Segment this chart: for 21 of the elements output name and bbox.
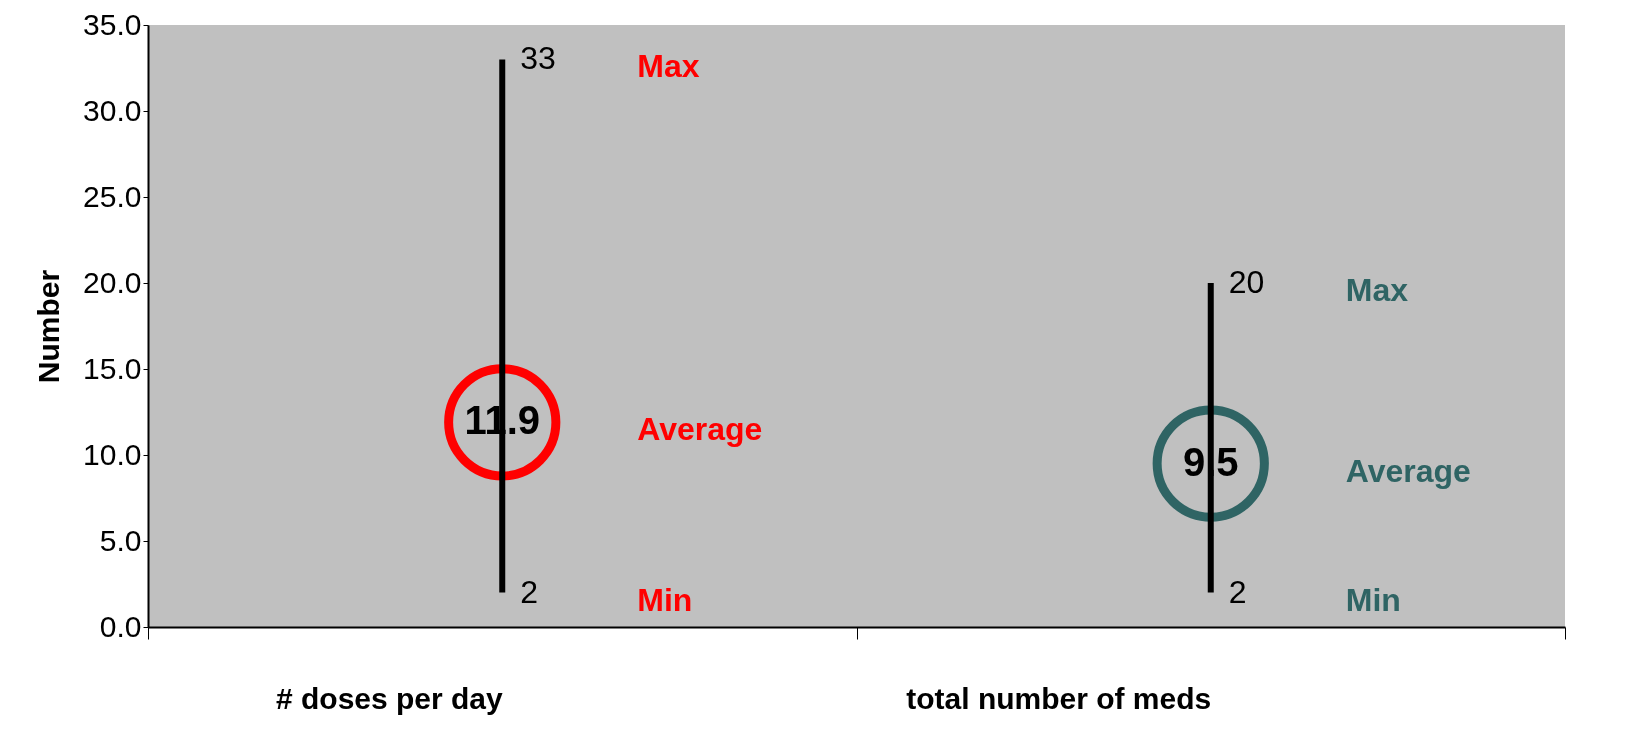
x-tick-label: # doses per day — [275, 681, 504, 715]
y-tick-label: 30.0 — [83, 93, 142, 127]
annotation: Average — [637, 411, 763, 448]
y-tick-label: 10.0 — [83, 437, 142, 471]
annotation: Max — [1345, 272, 1409, 308]
y-tick-label: 20.0 — [83, 265, 142, 299]
y-tick-label: 35.0 — [83, 7, 142, 41]
annotation: Min — [637, 581, 693, 618]
annotation: 2 — [1228, 573, 1247, 610]
annotation: Average — [1345, 452, 1471, 489]
annotation: 20 — [1228, 264, 1265, 300]
annotation: Min — [1345, 581, 1401, 618]
annotation: 33 — [520, 40, 556, 77]
annotation: 2 — [520, 573, 539, 610]
y-tick-label: 15.0 — [83, 351, 142, 385]
annotation: Max — [637, 48, 700, 85]
y-tick-label: 25.0 — [83, 179, 142, 213]
x-tick-label: total number of meds — [906, 681, 1212, 715]
y-axis-title: Number — [32, 269, 66, 384]
y-tick-label: 0.0 — [99, 609, 142, 643]
y-tick-label: 5.0 — [99, 523, 142, 557]
